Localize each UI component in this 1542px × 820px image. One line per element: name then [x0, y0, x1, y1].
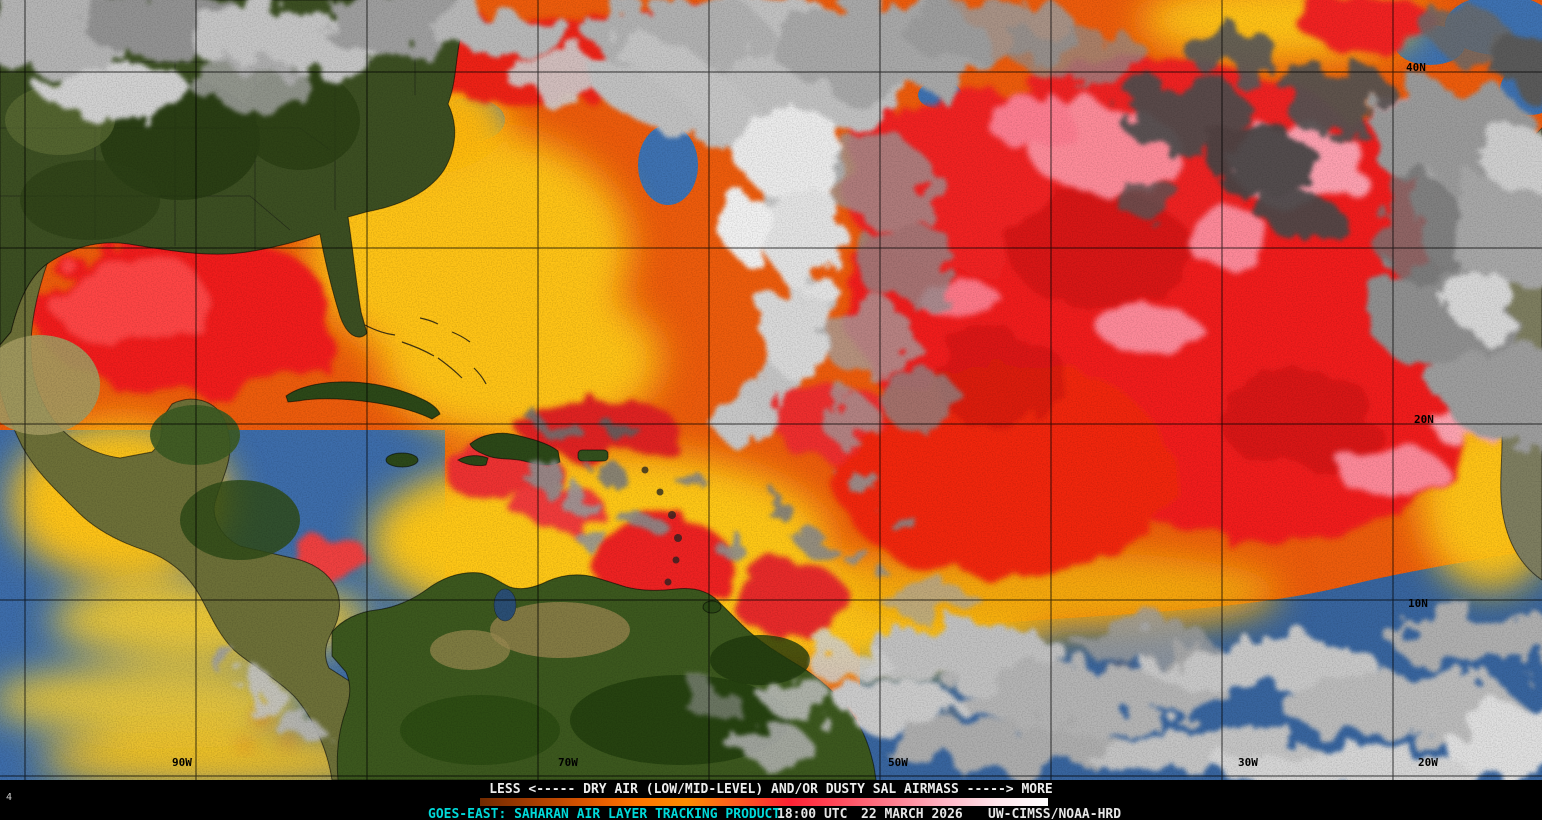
lon-label: 50W — [888, 756, 908, 769]
lat-label: 20N — [1414, 413, 1434, 426]
lat-label: 40N — [1406, 61, 1426, 74]
lat-label: 10N — [1408, 597, 1428, 610]
bottom-bar: LESS <----- DRY AIR (LOW/MID-LEVEL) AND/… — [0, 780, 1542, 820]
credit-label: UW-CIMSS/NOAA-HRD — [988, 807, 1122, 820]
date-label: 22 MARCH 2026 — [861, 807, 963, 820]
legend-caption: LESS <----- DRY AIR (LOW/MID-LEVEL) AND/… — [489, 782, 1053, 797]
product-title: GOES-EAST: SAHARAN AIR LAYER TRACKING PR… — [428, 807, 781, 820]
frame-number: 4 — [6, 792, 13, 803]
satellite-imagery — [0, 0, 1542, 780]
legend-colorbar — [480, 798, 1048, 806]
lon-label: 70W — [558, 756, 578, 769]
lon-label: 30W — [1238, 756, 1258, 769]
map-area: 40N 20N 10N 90W 70W 50W 30W 20W — [0, 0, 1542, 780]
noise-layer — [0, 0, 1542, 780]
lon-label: 90W — [172, 756, 192, 769]
timestamp: 18:00 UTC — [777, 807, 848, 820]
lon-label: 20W — [1418, 756, 1438, 769]
grid-lines — [0, 0, 1542, 780]
